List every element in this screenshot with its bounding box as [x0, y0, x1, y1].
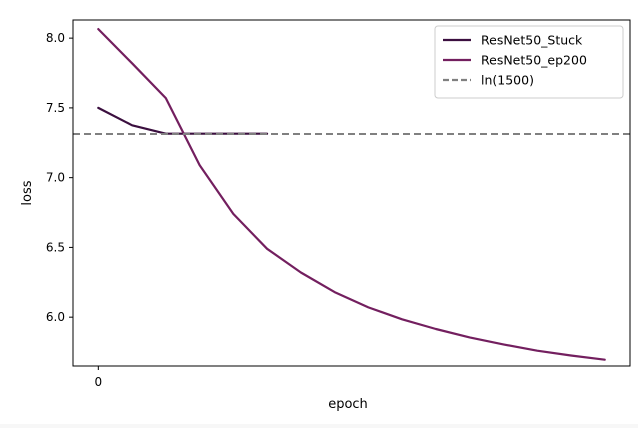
- y-axis-label: loss: [20, 180, 35, 205]
- y-tick-label: 8.0: [46, 31, 65, 45]
- legend-label-1: ResNet50_ep200: [481, 53, 587, 68]
- legend-label-0: ResNet50_Stuck: [481, 33, 583, 48]
- y-tick-label: 6.0: [46, 310, 65, 324]
- x-axis-label: epoch: [328, 397, 368, 412]
- legend-frame: [434, 25, 624, 99]
- legend-label-2: ln(1500): [481, 73, 534, 88]
- legend: ResNet50_Stuck ResNet50_ep200 ln(1500): [434, 25, 624, 99]
- y-tick-label: 7.5: [46, 101, 65, 115]
- x-tick-label: 0: [94, 375, 102, 389]
- y-tick-label: 7.0: [46, 171, 65, 185]
- plot-frame: [72, 19, 631, 367]
- series-line-1: [97, 28, 606, 361]
- plot-layer: [73, 28, 630, 361]
- y-tick-label: 6.5: [46, 240, 65, 254]
- axis-layer: 6.0 6.5 7.0 7.5 8.0 0: [46, 31, 102, 389]
